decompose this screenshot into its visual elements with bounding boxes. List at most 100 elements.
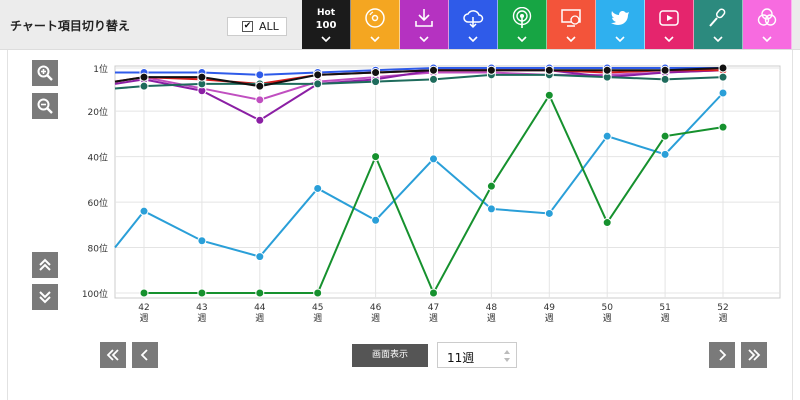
series-point-0 bbox=[313, 183, 323, 193]
scroll-up-button[interactable] bbox=[32, 252, 58, 278]
series-point-2 bbox=[255, 95, 265, 105]
series-point-1 bbox=[313, 288, 323, 298]
series-point-7 bbox=[429, 65, 438, 75]
tab-total[interactable] bbox=[743, 0, 792, 49]
series-point-6 bbox=[371, 77, 381, 87]
series-point-6 bbox=[313, 79, 323, 89]
x-tick-suffix: 週 bbox=[487, 313, 496, 324]
tab-karaoke[interactable] bbox=[694, 0, 743, 49]
x-tick-suffix: 週 bbox=[429, 313, 438, 324]
series-point-1 bbox=[660, 131, 670, 141]
page-title: チャート項目切り替え bbox=[10, 19, 130, 33]
x-tick-week: 46 bbox=[370, 303, 382, 313]
first-page-button[interactable] bbox=[100, 342, 126, 368]
y-tick-label: 1位 bbox=[93, 63, 108, 75]
chevron-down-icon bbox=[566, 36, 576, 42]
x-tick-week: 47 bbox=[428, 303, 439, 313]
prev-page-button[interactable] bbox=[132, 342, 158, 368]
x-tick-week: 52 bbox=[717, 303, 728, 313]
series-point-6 bbox=[718, 72, 728, 82]
all-toggle[interactable]: ✔ ALL bbox=[227, 17, 287, 36]
series-point-7 bbox=[486, 65, 496, 75]
series-line-6 bbox=[114, 73, 724, 90]
double-chevron-right-icon bbox=[748, 349, 761, 361]
twitter-bird-icon bbox=[611, 11, 629, 26]
chevron-down-icon bbox=[713, 36, 723, 42]
series-point-1 bbox=[602, 218, 612, 228]
y-tick-label: 20位 bbox=[88, 106, 108, 118]
series-point-1 bbox=[371, 152, 381, 162]
series-point-7 bbox=[660, 65, 670, 75]
cd-disc-icon bbox=[365, 8, 385, 28]
tab-hot100[interactable]: Hot 100 bbox=[302, 0, 351, 49]
zoom-in-button[interactable] bbox=[32, 60, 58, 86]
series-point-0 bbox=[429, 154, 438, 164]
double-chevron-left-icon bbox=[106, 349, 119, 361]
tab-twitter[interactable] bbox=[596, 0, 645, 49]
x-tick-suffix: 週 bbox=[371, 313, 380, 324]
series-point-0 bbox=[255, 252, 265, 262]
frame-right bbox=[792, 50, 793, 400]
chart-navigation: 画面表示 11週 bbox=[0, 340, 800, 370]
y-tick-label: 100位 bbox=[82, 288, 108, 300]
series-point-1 bbox=[255, 288, 265, 298]
y-tick-label: 80位 bbox=[88, 243, 108, 255]
play-video-icon bbox=[659, 10, 679, 26]
series-point-1 bbox=[544, 90, 554, 100]
tab-download[interactable] bbox=[400, 0, 449, 49]
x-tick-week: 48 bbox=[486, 303, 498, 313]
zoom-out-button[interactable] bbox=[32, 93, 58, 119]
all-checkbox[interactable]: ✔ bbox=[242, 21, 253, 32]
zoom-out-icon bbox=[37, 98, 53, 114]
chart-category-tabs: Hot 100 bbox=[302, 0, 792, 49]
scroll-down-button[interactable] bbox=[32, 284, 58, 310]
chevron-down-icon bbox=[664, 36, 674, 42]
download-icon bbox=[415, 9, 433, 27]
series-point-6 bbox=[660, 74, 670, 84]
series-point-1 bbox=[429, 288, 438, 298]
series-line-3 bbox=[114, 69, 724, 122]
tab-video[interactable] bbox=[645, 0, 694, 49]
x-tick-suffix: 週 bbox=[139, 313, 148, 324]
double-chevron-down-icon bbox=[39, 291, 51, 304]
series-point-0 bbox=[371, 215, 381, 225]
chevron-down-icon bbox=[517, 36, 527, 42]
spinner-arrows-icon bbox=[504, 350, 510, 362]
tab-cd[interactable] bbox=[351, 0, 400, 49]
chevron-left-icon bbox=[140, 349, 148, 361]
series-point-6 bbox=[429, 74, 438, 84]
series-point-0 bbox=[660, 149, 670, 159]
chevron-right-icon bbox=[719, 349, 727, 361]
y-tick-label: 60位 bbox=[88, 197, 108, 209]
display-value: 11週 bbox=[447, 351, 475, 365]
next-page-button[interactable] bbox=[709, 342, 735, 368]
tab-lookup[interactable] bbox=[547, 0, 596, 49]
overlap-circles-icon bbox=[757, 8, 777, 26]
zoom-in-icon bbox=[37, 65, 53, 81]
x-tick-week: 50 bbox=[601, 303, 613, 313]
x-tick-suffix: 週 bbox=[313, 313, 322, 324]
display-label: 画面表示 bbox=[352, 344, 428, 367]
series-point-7 bbox=[544, 65, 554, 75]
radio-broadcast-icon bbox=[512, 7, 532, 28]
chevron-down-icon bbox=[370, 36, 380, 42]
series-point-0 bbox=[197, 236, 207, 246]
series-point-6 bbox=[139, 81, 149, 91]
series-point-0 bbox=[602, 131, 612, 141]
x-tick-suffix: 週 bbox=[545, 313, 554, 324]
series-point-7 bbox=[371, 68, 381, 78]
x-tick-week: 43 bbox=[196, 303, 207, 313]
tab-hot-line1: Hot bbox=[316, 8, 336, 18]
display-weeks-select[interactable]: 11週 bbox=[437, 342, 517, 368]
last-page-button[interactable] bbox=[741, 342, 767, 368]
cloud-download-icon bbox=[463, 10, 484, 29]
tab-streaming[interactable] bbox=[449, 0, 498, 49]
tab-radio[interactable] bbox=[498, 0, 547, 49]
series-point-7 bbox=[602, 65, 612, 75]
series-point-7 bbox=[313, 70, 323, 80]
x-tick-week: 44 bbox=[254, 303, 266, 313]
series-point-0 bbox=[139, 206, 149, 216]
series-point-7 bbox=[139, 72, 149, 82]
y-tick-label: 40位 bbox=[88, 152, 108, 164]
chart-header: チャート項目切り替え ✔ ALL Hot 100 bbox=[0, 0, 800, 50]
